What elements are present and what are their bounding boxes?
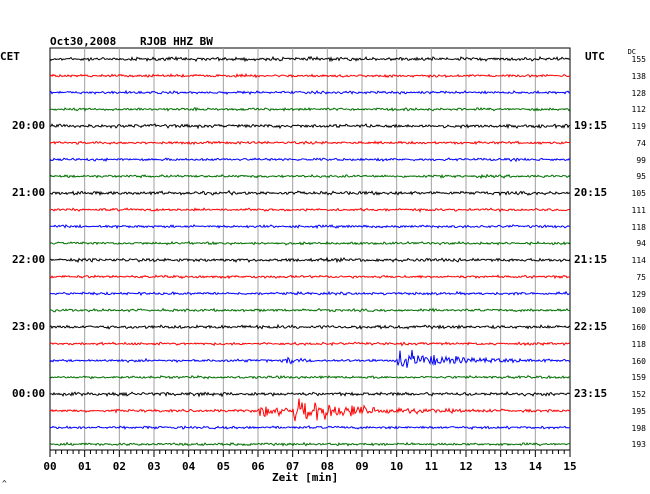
trace-line (49, 189, 571, 197)
dc-value: 160 (631, 323, 646, 332)
right-time-label: 19:15 (574, 119, 608, 132)
trace-line (49, 55, 571, 63)
right-time-label: 21:15 (574, 253, 608, 266)
left-time-label: 23:00 (12, 320, 46, 333)
x-tick-label: 07 (286, 460, 299, 473)
left-time-label: 20:00 (12, 119, 46, 132)
x-tick-label: 01 (78, 460, 92, 473)
x-tick-label: 12 (459, 460, 472, 473)
right-time-label: 23:15 (574, 387, 608, 400)
x-tick-label: 04 (182, 460, 196, 473)
trace-line (49, 341, 571, 347)
trace-line (49, 349, 571, 368)
x-tick-label: 02 (113, 460, 126, 473)
x-tick-label: 03 (147, 460, 160, 473)
dc-value: 95 (636, 172, 646, 182)
dc-value: 114 (631, 256, 646, 265)
dc-value: 193 (631, 440, 646, 450)
dc-value: 75 (636, 272, 646, 282)
dc-value: 118 (631, 339, 646, 349)
dc-value: 129 (631, 289, 646, 299)
x-tick-label: 05 (217, 460, 230, 473)
station-label: RJOB HHZ BW (140, 35, 213, 48)
dc-value: 128 (631, 88, 646, 98)
x-tick-label: 13 (494, 460, 507, 473)
dc-value: 112 (631, 105, 646, 115)
trace-line (49, 207, 571, 213)
x-axis-label: Zeit [min] (272, 471, 339, 484)
dc-value: 74 (636, 138, 646, 148)
dc-value: 100 (631, 306, 646, 316)
x-tick-label: 08 (321, 460, 334, 473)
trace-line (49, 140, 571, 146)
trace-line (49, 73, 571, 79)
x-tick-label: 15 (563, 460, 576, 473)
trace-line (49, 398, 571, 422)
trace-line (49, 224, 571, 230)
trace-line (49, 390, 571, 398)
x-tick-label: 00 (43, 460, 56, 473)
dc-value: 160 (631, 356, 646, 366)
dc-value: 198 (631, 423, 646, 433)
x-tick-label: 09 (355, 460, 368, 473)
dc-value: 138 (631, 71, 646, 81)
dc-value: 155 (631, 55, 646, 64)
right-timezone-label: UTC (585, 50, 605, 63)
trace-line (49, 123, 571, 130)
left-time-label: 00:00 (12, 387, 46, 400)
trace-line (49, 374, 571, 380)
dc-value: 119 (631, 122, 646, 131)
trace-line (49, 425, 571, 431)
dc-value: 111 (631, 205, 646, 215)
x-tick-label: 06 (251, 460, 265, 473)
trace-line (49, 290, 571, 297)
dc-value: 152 (631, 390, 646, 399)
date-label: Oct30,2008 (50, 35, 117, 48)
dc-header-label: DC (627, 48, 636, 56)
trace-line (50, 307, 571, 313)
left-time-label: 21:00 (12, 186, 46, 199)
trace-line (49, 106, 571, 112)
dc-value: 105 (631, 189, 646, 198)
right-time-label: 20:15 (574, 186, 608, 199)
dc-value: 159 (631, 373, 646, 383)
trace-line (49, 157, 571, 163)
x-tick-label: 14 (529, 460, 543, 473)
right-time-label: 22:15 (574, 320, 608, 333)
trace-line (49, 173, 571, 180)
dc-value: 99 (636, 155, 646, 165)
trace-line (49, 256, 571, 264)
traces (49, 55, 571, 447)
dc-value: 94 (636, 239, 646, 249)
trace-line (49, 240, 571, 246)
trace-line (49, 89, 571, 96)
trace-line (49, 323, 571, 330)
left-timezone-label: CET (0, 50, 20, 63)
dc-value: 118 (631, 222, 646, 232)
footer-mark: ^ (2, 479, 7, 488)
x-tick-label: 11 (425, 460, 439, 473)
dc-value: 195 (631, 406, 646, 416)
x-tick-label: 10 (390, 460, 403, 473)
trace-line (49, 274, 571, 280)
trace-line (49, 441, 571, 447)
left-time-label: 22:00 (12, 253, 46, 266)
